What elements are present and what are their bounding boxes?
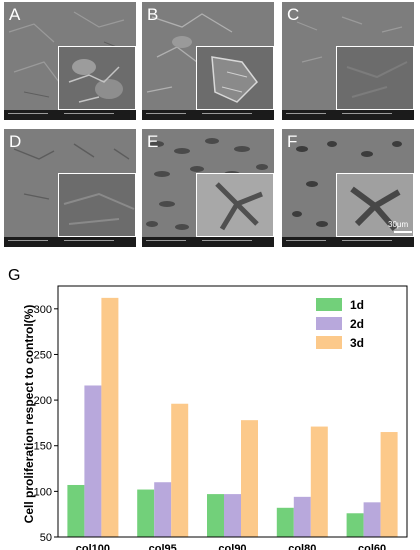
sem-inset: [196, 46, 274, 110]
bar-1d-col60: [346, 513, 364, 537]
sem-texture: [146, 13, 253, 93]
x-tick-label: col100: [76, 543, 110, 550]
sem-info-bar: [142, 110, 274, 120]
sem-panel-d: D: [4, 129, 136, 247]
legend-label-2d: 2d: [350, 317, 364, 331]
legend-swatch-1d: [316, 298, 342, 311]
bar-1d-col90: [207, 494, 224, 537]
plot-frame: [57, 285, 408, 538]
legend-label-1d: 1d: [350, 298, 364, 312]
panel-label-d: D: [9, 132, 22, 151]
sem-info-bar: [142, 237, 274, 247]
sem-info-bar: [282, 237, 414, 247]
y-axis-label: Cell proliferation respect to control(%): [22, 305, 36, 524]
sem-info-bar: [4, 237, 136, 247]
x-tick-label: col60: [358, 543, 386, 550]
figure-label-g: G: [8, 267, 20, 284]
y-tick-label: 250: [34, 349, 52, 361]
sem-panel-a: A: [4, 2, 136, 120]
sem-inset: [58, 46, 136, 110]
sem-panel-b: B: [142, 2, 274, 120]
bar-3d-col80: [310, 426, 328, 537]
bar-2d-col90: [224, 494, 241, 537]
y-tick-label: 100: [34, 486, 52, 498]
bar-2d-col100: [84, 385, 102, 537]
sem-inset: [336, 46, 414, 110]
legend-label-3d: 3d: [350, 336, 364, 350]
sem-info-bar: [282, 110, 414, 120]
legend-swatch-3d: [316, 336, 342, 349]
bar-1d-col95: [137, 489, 155, 537]
panel-label-c: C: [287, 5, 300, 24]
sem-inset: [58, 173, 136, 237]
bar-3d-col90: [241, 420, 258, 537]
x-tick-label: col95: [149, 543, 177, 550]
y-tick-label: 200: [34, 395, 52, 407]
sem-inset: [196, 173, 274, 237]
bar-3d-col60: [380, 432, 398, 537]
cell-proliferation-chart: G Cell proliferation respect to control(…: [8, 267, 408, 550]
sem-texture: [13, 143, 130, 200]
bar-2d-col80: [293, 496, 311, 537]
bar-3d-col100: [101, 297, 119, 537]
panel-label-a: A: [9, 5, 21, 24]
y-tick-label: 300: [34, 304, 52, 316]
bar-2d-col95: [154, 482, 172, 537]
bar-3d-col95: [171, 403, 189, 537]
y-tick-label: 50: [40, 532, 52, 544]
sem-panel-e: E: [142, 129, 274, 247]
sem-texture: [296, 16, 403, 78]
scale-bar: [394, 231, 412, 233]
panel-label-b: B: [147, 5, 159, 24]
sem-panel-f: F 30μm: [282, 129, 414, 247]
panel-label-e: E: [147, 132, 159, 151]
sem-texture: [292, 141, 402, 227]
sem-inset: [336, 173, 414, 237]
x-tick-label: col90: [218, 543, 246, 550]
bar-1d-col100: [67, 484, 85, 537]
sem-panel-c: C: [282, 2, 414, 120]
x-tick-label: col80: [288, 543, 316, 550]
sem-info-bar: [4, 110, 136, 120]
legend-swatch-2d: [316, 317, 342, 330]
bar-2d-col60: [363, 502, 381, 537]
y-tick-label: 150: [34, 441, 52, 453]
scale-bar-label: 30μm: [388, 220, 409, 229]
bar-1d-col80: [276, 507, 294, 537]
panel-label-f: F: [287, 132, 298, 151]
